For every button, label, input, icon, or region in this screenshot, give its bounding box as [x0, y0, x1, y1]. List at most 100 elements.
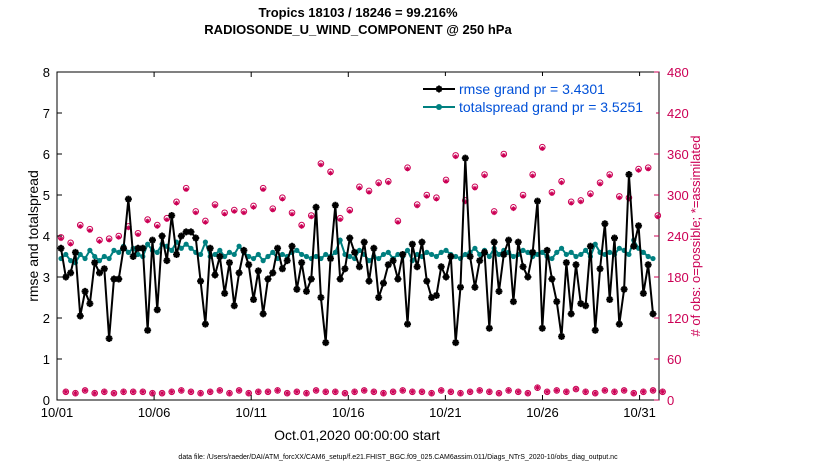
obs-assimilated-point [265, 389, 271, 395]
obs-possible-point [418, 388, 426, 396]
obs-possible-point [274, 387, 281, 394]
rmse-point [432, 291, 440, 299]
obs-assimilated-point [178, 388, 184, 393]
rmse-point [577, 300, 585, 308]
obs-assimilated-point [68, 241, 74, 247]
obs-assimilated-point [520, 193, 526, 199]
rmse-point [529, 248, 537, 256]
obs-assimilated-point [645, 166, 651, 172]
totalspread-point [303, 253, 310, 260]
y-tick-label: 1 [43, 352, 50, 367]
rmse-point [620, 285, 628, 293]
obs-assimilated-point [390, 389, 396, 395]
rmse-point [582, 302, 590, 310]
plot-area [56, 71, 660, 401]
rmse-point [471, 283, 479, 291]
obs-assimilated-point [429, 390, 435, 396]
rmse-point [481, 248, 489, 256]
totalspread-point [96, 258, 103, 264]
y-tick-label: 0 [43, 393, 50, 408]
obs-assimilated-point [486, 389, 492, 395]
rmse-point [134, 244, 142, 252]
totalspread-point [178, 245, 184, 251]
y-tick-label: 6 [43, 147, 50, 162]
rmse-point [485, 324, 493, 332]
y-axis-right: 0 60 120 180 240 300 360 420 480 [654, 65, 689, 408]
obs-assimilated-point [568, 200, 574, 206]
obs-possible-point [110, 389, 118, 397]
totalspread-point [356, 247, 363, 253]
y-right-tick-label: 240 [667, 229, 689, 244]
rmse-point [404, 320, 412, 328]
obs-assimilated-point [419, 389, 425, 395]
rmse-point [615, 320, 623, 328]
obs-assimilated-point [626, 196, 632, 202]
obs-count-markers [57, 143, 666, 397]
obs-assimilated-point [332, 389, 338, 395]
totalspread-point [183, 241, 189, 247]
totalspread-point [294, 247, 300, 253]
obs-possible-point [447, 388, 455, 396]
rmse-point [331, 201, 339, 209]
rmse-point [548, 275, 556, 283]
x-tick-label: 10/31 [623, 405, 656, 420]
obs-assimilated-point [294, 389, 300, 395]
rmse-point [336, 275, 344, 283]
obs-assimilated-point [385, 180, 391, 186]
rmse-point [418, 238, 426, 246]
obs-assimilated-point [154, 224, 160, 229]
obs-assimilated-point [414, 203, 420, 209]
obs-assimilated-point [260, 187, 266, 192]
rmse-point [250, 296, 258, 304]
obs-assimilated-point [101, 389, 107, 395]
rmse-point [389, 257, 397, 265]
rmse-point [466, 253, 474, 260]
obs-possible-point [591, 389, 599, 397]
obs-assimilated-point [376, 181, 382, 187]
obs-possible-point [283, 389, 291, 397]
obs-assimilated-point [467, 389, 473, 395]
obs-assimilated-point [554, 388, 560, 393]
totalspread-point [640, 249, 646, 255]
y-tick-label: 7 [43, 106, 50, 121]
obs-assimilated-point [251, 204, 256, 210]
obs-possible-point [322, 388, 330, 396]
rmse-point [375, 294, 383, 301]
rmse-point [302, 287, 310, 295]
totalspread-point [250, 255, 257, 262]
obs-assimilated-point [222, 211, 228, 217]
totalspread-point [63, 251, 69, 258]
obs-assimilated-point [140, 389, 146, 395]
rmse-point [201, 320, 209, 328]
rmse-point [312, 203, 320, 211]
obs-assimilated-point [255, 389, 261, 395]
rmse-point [288, 242, 296, 250]
obs-assimilated-point [352, 389, 357, 395]
obs-assimilated-point [97, 239, 102, 244]
totalspread-point [77, 251, 83, 258]
rmse-point [625, 171, 633, 178]
totalspread-point [212, 251, 218, 258]
totalspread-point [135, 251, 141, 258]
obs-assimilated-point [515, 389, 521, 395]
rmse-point [601, 220, 609, 228]
obs-assimilated-point [462, 199, 468, 205]
y-tick-label: 5 [43, 188, 50, 203]
obs-possible-point [149, 389, 156, 397]
chart-title: Tropics 18103 / 18246 = 99.216% [258, 5, 458, 20]
rmse-point [461, 154, 469, 162]
obs-possible-point [341, 389, 349, 397]
rmse-point [428, 294, 436, 301]
totalspread-point [385, 249, 391, 255]
obs-assimilated-point [145, 218, 151, 224]
obs-assimilated-point [212, 203, 218, 209]
obs-assimilated-point [448, 389, 454, 395]
rmse-point [240, 246, 248, 254]
x-axis-label: Oct.01,2020 00:00:00 start [274, 427, 440, 443]
rmse-point [524, 273, 532, 281]
obs-possible-point [72, 389, 79, 397]
obs-possible-point [428, 389, 435, 397]
obs-assimilated-point [511, 206, 516, 212]
totalspread-point [573, 253, 579, 260]
